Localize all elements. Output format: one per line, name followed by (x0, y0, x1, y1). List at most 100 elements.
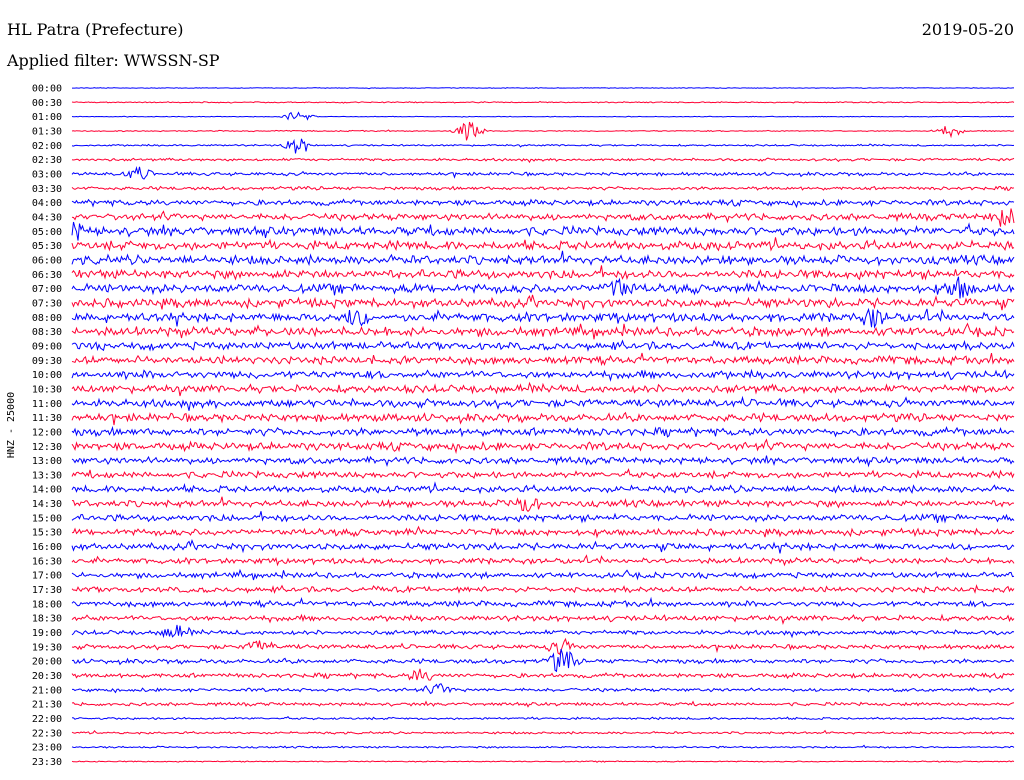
row-time-label: 05:00 (32, 227, 62, 238)
row-time-label: 09:00 (32, 341, 62, 352)
row-time-label: 20:30 (32, 671, 62, 682)
row-time-label: 02:30 (32, 155, 62, 166)
trace-row-1900 (71, 624, 1015, 639)
trace-row-1730 (71, 584, 1015, 594)
trace-row-2330 (71, 760, 1015, 763)
row-time-label: 14:00 (32, 485, 62, 496)
trace-row-0530 (71, 237, 1015, 252)
row-time-label: 18:30 (32, 614, 62, 625)
trace-row-2300 (71, 744, 1015, 749)
trace-row-2030 (71, 668, 1015, 681)
trace-row-0830 (71, 322, 1015, 340)
row-time-label: 19:00 (32, 628, 62, 639)
trace-row-0930 (71, 352, 1015, 367)
trace-row-0200 (71, 138, 1015, 154)
row-time-label: 16:30 (32, 556, 62, 567)
row-time-label: 13:30 (32, 470, 62, 481)
channel-axis-label: HNZ - 25000 (6, 392, 17, 458)
trace-row-0130 (71, 121, 1015, 141)
trace-row-2230 (71, 729, 1015, 735)
row-time-label: 03:00 (32, 169, 62, 180)
trace-row-0330 (71, 185, 1015, 192)
trace-row-1630 (71, 554, 1015, 567)
trace-row-2130 (71, 700, 1015, 708)
row-time-label: 05:30 (32, 241, 62, 252)
row-time-label: 01:30 (32, 126, 62, 137)
trace-row-0600 (71, 250, 1015, 267)
row-time-label: 12:30 (32, 442, 62, 453)
trace-row-1530 (71, 525, 1015, 539)
trace-row-1500 (71, 511, 1015, 524)
date-label: 2019-05-20 (921, 20, 1014, 39)
trace-row-1000 (71, 368, 1015, 382)
trace-row-2000 (71, 648, 1015, 673)
trace-row-0430 (71, 208, 1015, 227)
trace-row-0100 (71, 111, 1015, 121)
row-time-label: 20:00 (32, 657, 62, 668)
row-time-label: 10:00 (32, 370, 62, 381)
trace-row-2200 (71, 716, 1015, 721)
trace-row-0700 (71, 276, 1015, 299)
trace-row-1130 (71, 411, 1015, 426)
row-time-label: 21:30 (32, 700, 62, 711)
row-time-label: 13:00 (32, 456, 62, 467)
trace-row-1400 (71, 481, 1015, 495)
row-time-label: 04:00 (32, 198, 62, 209)
row-time-label: 00:00 (32, 84, 62, 95)
trace-row-0500 (71, 221, 1015, 241)
row-time-label: 22:30 (32, 728, 62, 739)
station-title: HL Patra (Prefecture) (7, 20, 184, 39)
trace-row-2100 (72, 683, 1015, 695)
trace-row-1800 (71, 596, 1015, 609)
row-time-label: 18:00 (32, 599, 62, 610)
trace-row-0630 (71, 265, 1015, 281)
row-time-label: 15:00 (32, 513, 62, 524)
row-time-label: 16:00 (32, 542, 62, 553)
trace-row-1300 (71, 455, 1015, 468)
row-time-label: 07:30 (32, 298, 62, 309)
trace-row-1830 (71, 613, 1015, 626)
row-time-label: 09:30 (32, 356, 62, 367)
trace-row-0900 (71, 339, 1015, 352)
row-time-label: 11:30 (32, 413, 62, 424)
trace-row-1230 (71, 438, 1015, 455)
trace-row-1200 (71, 425, 1015, 438)
row-time-label: 10:30 (32, 384, 62, 395)
trace-row-0000 (72, 87, 1014, 90)
trace-row-0400 (71, 198, 1015, 209)
row-time-label: 08:30 (32, 327, 62, 338)
trace-row-1100 (71, 395, 1015, 411)
row-time-label: 14:30 (32, 499, 62, 510)
row-time-label: 12:00 (32, 427, 62, 438)
row-time-label: 06:00 (32, 255, 62, 266)
row-time-label: 11:00 (32, 399, 62, 410)
row-time-label: 21:00 (32, 685, 62, 696)
trace-row-1030 (71, 381, 1015, 397)
trace-row-0730 (71, 294, 1015, 311)
trace-row-1700 (71, 568, 1015, 581)
trace-row-1930 (71, 637, 1015, 656)
trace-row-1330 (71, 468, 1015, 480)
row-time-label: 17:00 (32, 571, 62, 582)
row-time-label: 03:30 (32, 184, 62, 195)
trace-row-0800 (71, 307, 1015, 329)
trace-row-1600 (71, 538, 1015, 554)
trace-row-0300 (71, 165, 1015, 180)
row-time-label: 02:00 (32, 141, 62, 152)
row-time-label: 17:30 (32, 585, 62, 596)
row-time-label: 00:30 (32, 98, 62, 109)
row-time-label: 08:00 (32, 313, 62, 324)
row-time-label: 22:00 (32, 714, 62, 725)
trace-row-0030 (71, 100, 1015, 104)
row-time-label: 15:30 (32, 528, 62, 539)
row-time-label: 19:30 (32, 642, 62, 653)
row-time-label: 07:00 (32, 284, 62, 295)
filter-label: Applied filter: WWSSN-SP (7, 51, 220, 70)
trace-row-1430 (71, 496, 1015, 513)
row-time-label: 04:30 (32, 212, 62, 223)
trace-row-0230 (71, 157, 1015, 164)
row-time-label: 06:30 (32, 270, 62, 281)
row-time-label: 23:00 (32, 743, 62, 754)
row-time-label: 01:00 (32, 112, 62, 123)
